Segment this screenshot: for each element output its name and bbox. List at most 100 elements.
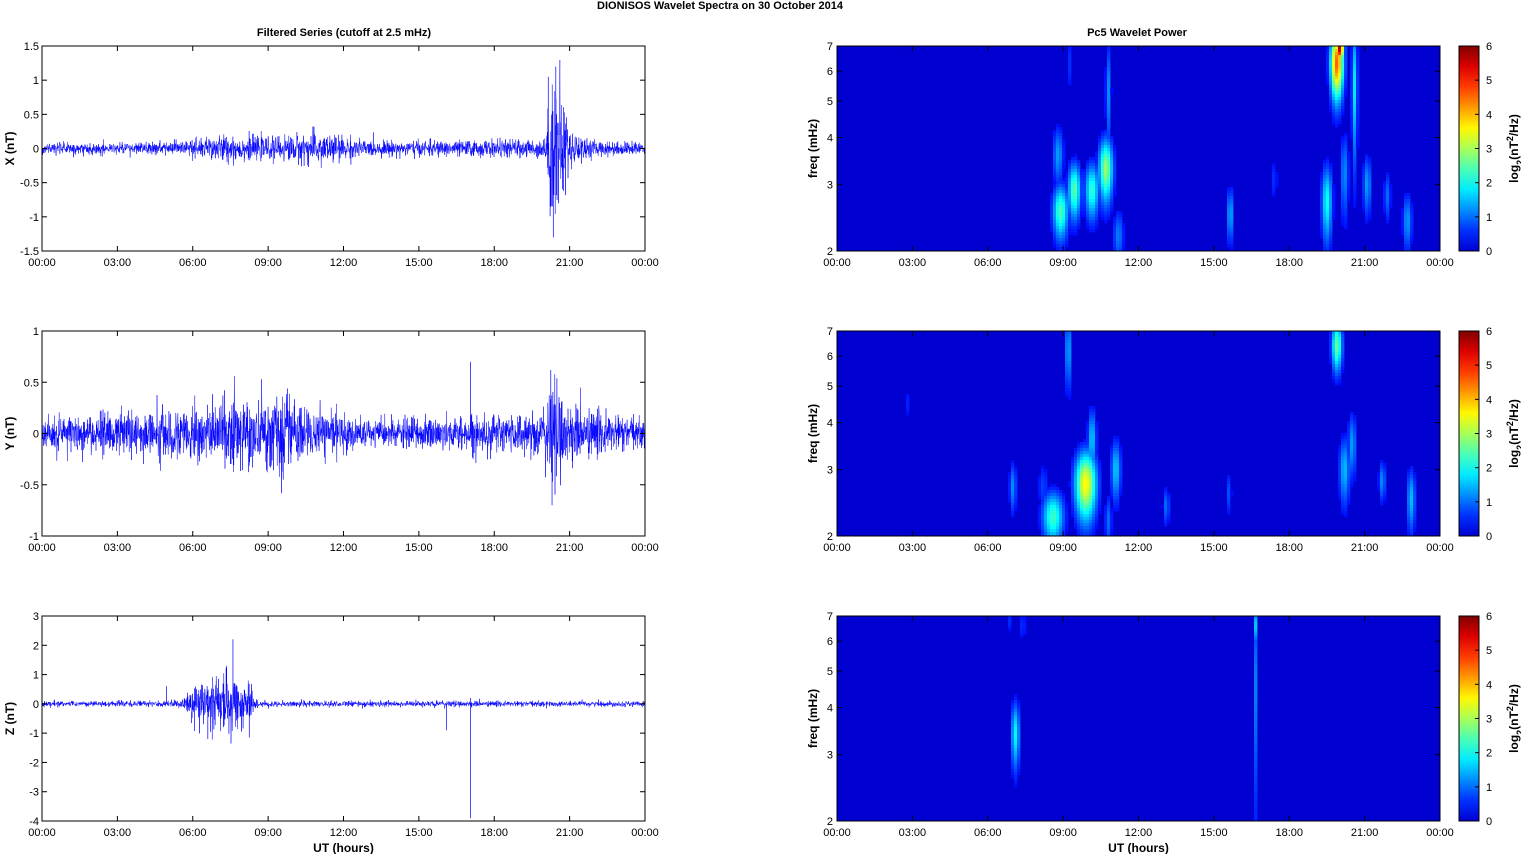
heatmap-cell <box>1107 499 1111 503</box>
heatmap-cell <box>1401 211 1405 215</box>
y-tick-label: -0.5 <box>20 178 39 190</box>
heatmap-cell <box>1347 163 1351 167</box>
heatmap-cell <box>1092 436 1096 440</box>
heatmap-cell <box>1074 505 1078 509</box>
heatmap-cell <box>1122 223 1126 227</box>
heatmap-cell <box>1350 478 1354 482</box>
heatmap-cell <box>1353 112 1357 116</box>
heatmap-cell <box>1011 772 1015 776</box>
heatmap-cell <box>1320 202 1324 206</box>
heatmap-cell <box>1254 811 1258 815</box>
heatmap-cell <box>1077 490 1081 494</box>
heatmap-cell <box>1326 67 1330 71</box>
heatmap-cell <box>1086 187 1090 191</box>
heatmap-cell <box>1365 160 1369 164</box>
heatmap-cell <box>1407 478 1411 482</box>
heatmap-cell <box>1059 151 1063 155</box>
heatmap-cell <box>1062 235 1066 239</box>
heatmap-cell <box>1089 406 1093 410</box>
heatmap-cell <box>1341 217 1345 221</box>
heatmap-cell <box>1101 187 1105 191</box>
heatmap-cell <box>1086 451 1090 455</box>
heatmap-cell <box>1254 670 1258 674</box>
heatmap-cell <box>1104 208 1108 212</box>
heatmap-cell <box>1341 481 1345 485</box>
heatmap-cell <box>1227 487 1231 491</box>
heatmap-cell <box>1050 496 1054 500</box>
heatmap-cell <box>1062 496 1066 500</box>
heatmap-cell <box>1089 181 1093 185</box>
heatmap-cell <box>1050 502 1054 506</box>
heatmap-cell <box>1338 493 1342 497</box>
heatmap-cell <box>1344 46 1348 50</box>
y-tick-label: 5 <box>827 666 833 678</box>
heatmap-cell <box>1329 103 1333 107</box>
heatmap-cell <box>1104 100 1108 104</box>
heatmap-cell <box>1335 64 1339 68</box>
heatmap-cell <box>1275 178 1279 182</box>
heatmap-cell <box>1050 490 1054 494</box>
heatmap-cell <box>1338 448 1342 452</box>
heatmap-cell <box>1062 163 1066 167</box>
heatmap-cell <box>1113 460 1117 464</box>
heatmap-cell <box>1044 496 1048 500</box>
heatmap-cell <box>1095 469 1099 473</box>
heatmap-cell <box>1107 142 1111 146</box>
heatmap-cell <box>1068 46 1072 50</box>
heatmap-cell <box>1020 631 1024 635</box>
heatmap-cell <box>1092 463 1096 467</box>
heatmap-cell <box>1344 184 1348 188</box>
heatmap-cell <box>1350 103 1354 107</box>
heatmap-cell <box>1077 478 1081 482</box>
heatmap-cell <box>1380 496 1384 500</box>
heatmap-cell <box>1089 175 1093 179</box>
heatmap-cell <box>1068 52 1072 56</box>
heatmap-cell <box>1329 73 1333 77</box>
heatmap-cell <box>1068 391 1072 395</box>
heatmap-cell <box>1113 175 1117 179</box>
heatmap-cell <box>1050 226 1054 230</box>
heatmap-cell <box>1095 514 1099 518</box>
heatmap-cell <box>1074 463 1078 467</box>
x-tick-label: 15:00 <box>405 827 433 839</box>
heatmap-cell <box>1065 382 1069 386</box>
heatmap-cell <box>1053 136 1057 140</box>
heatmap-cell <box>1167 505 1171 509</box>
heatmap-cell <box>1083 514 1087 518</box>
heatmap-cell <box>1332 367 1336 371</box>
heatmap-cell <box>1227 211 1231 215</box>
heatmap-cell <box>1338 361 1342 365</box>
heatmap-cell <box>1368 208 1372 212</box>
heatmap-cell <box>1344 151 1348 155</box>
heatmap-cell <box>1332 196 1336 200</box>
heatmap-cell <box>1068 364 1072 368</box>
heatmap-cell <box>1059 187 1063 191</box>
heatmap-cell <box>1023 631 1027 635</box>
heatmap-cell <box>1080 472 1084 476</box>
heatmap-cell <box>1053 490 1057 494</box>
heatmap-cell <box>1080 496 1084 500</box>
heatmap-cell <box>1092 481 1096 485</box>
heatmap-cell <box>1092 418 1096 422</box>
heatmap-cell <box>1335 376 1339 380</box>
heatmap-cell <box>1098 190 1102 194</box>
heatmap-cell <box>1014 757 1018 761</box>
heatmap-cell <box>1110 526 1114 530</box>
heatmap-cell <box>1077 514 1081 518</box>
heatmap-cell <box>1080 511 1084 515</box>
heatmap-cell <box>1344 445 1348 449</box>
heatmap-cell <box>1062 199 1066 203</box>
heatmap-cell <box>1023 628 1027 632</box>
heatmap-cell <box>1086 499 1090 503</box>
heatmap-cell <box>1041 481 1045 485</box>
heatmap-cell <box>1350 424 1354 428</box>
heatmap-cell <box>1254 781 1258 785</box>
heatmap-cell <box>1110 196 1114 200</box>
heatmap-cell <box>1086 433 1090 437</box>
heatmap-cell <box>1074 217 1078 221</box>
heatmap-cell <box>1062 145 1066 149</box>
heatmap-cell <box>1410 487 1414 491</box>
heatmap-cell <box>1095 211 1099 215</box>
heatmap-cell <box>1122 232 1126 236</box>
heatmap-cell <box>1107 193 1111 197</box>
